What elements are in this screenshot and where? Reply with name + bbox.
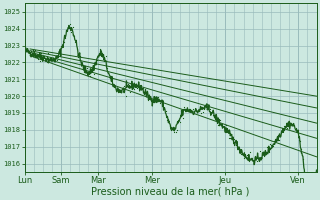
X-axis label: Pression niveau de la mer( hPa ): Pression niveau de la mer( hPa ) xyxy=(92,187,250,197)
